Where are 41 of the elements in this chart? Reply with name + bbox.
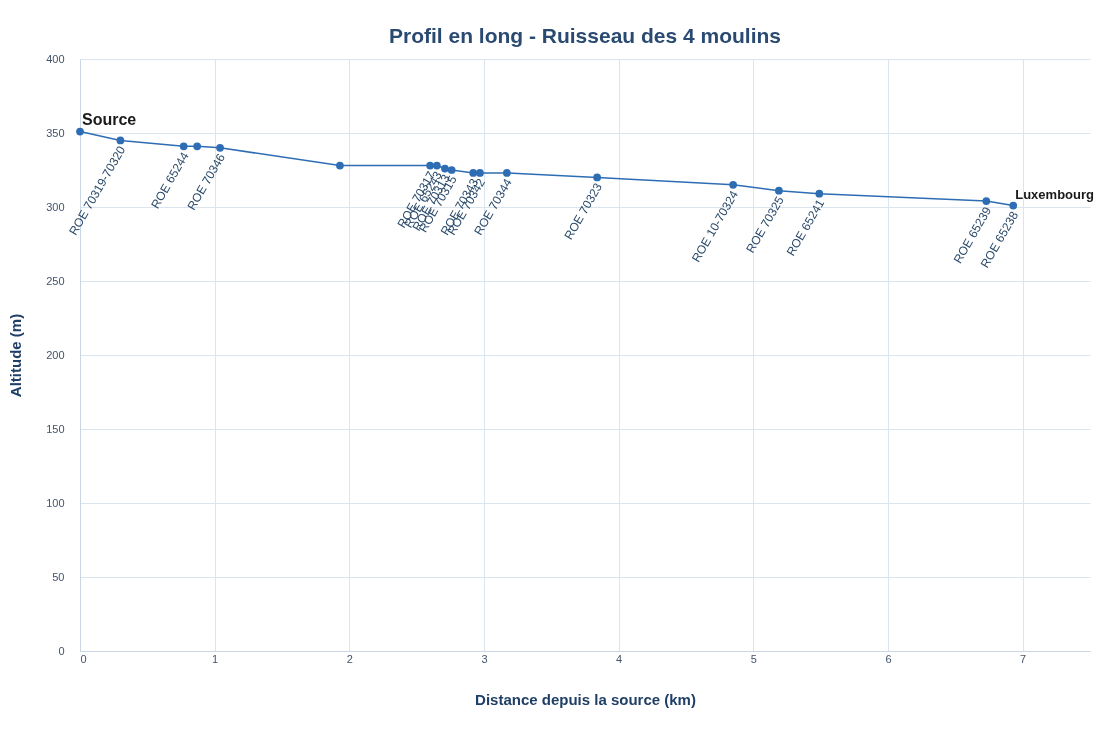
y-tick-label: 200	[46, 348, 65, 361]
y-tick-label: 100	[46, 496, 65, 509]
point	[426, 161, 435, 170]
x-tick-label: 6	[885, 652, 892, 665]
x-tick-label: 0	[80, 652, 87, 665]
point	[469, 169, 478, 177]
point	[336, 161, 344, 170]
point	[193, 142, 202, 151]
point	[216, 143, 224, 152]
point	[815, 189, 824, 198]
point	[982, 197, 991, 205]
y-tick-label: 400	[46, 52, 65, 65]
point	[503, 169, 511, 177]
y-tick-label: 250	[46, 274, 65, 287]
point	[441, 164, 449, 173]
point	[447, 166, 456, 174]
y-tick-label: 300	[46, 200, 65, 213]
annotation: Source	[82, 110, 137, 128]
y-tick-label: 0	[58, 644, 65, 657]
y-tick-label: 350	[46, 126, 65, 139]
chart-title: Profil en long - Ruisseau des 4 moulins	[388, 24, 782, 47]
x-tick-label: 3	[481, 652, 488, 665]
point	[76, 127, 84, 136]
x-axis-title: Distance depuis la source (km)	[475, 690, 696, 708]
point	[116, 136, 125, 145]
y-tick-label: 50	[52, 570, 65, 583]
y-axis-title: Altitude (m)	[7, 313, 25, 398]
point	[775, 186, 783, 195]
annotation: Luxembourg	[1015, 186, 1095, 202]
x-tick-label: 7	[1020, 652, 1027, 665]
x-tick-label: 4	[616, 652, 623, 665]
point	[729, 180, 738, 189]
point	[476, 169, 484, 177]
point	[593, 173, 601, 182]
x-tick-label: 5	[750, 652, 757, 665]
point	[1009, 201, 1018, 210]
point	[179, 142, 188, 151]
x-tick-label: 1	[212, 652, 219, 665]
x-tick-label: 2	[346, 652, 353, 665]
point	[432, 161, 441, 170]
y-tick-label: 150	[46, 422, 65, 435]
